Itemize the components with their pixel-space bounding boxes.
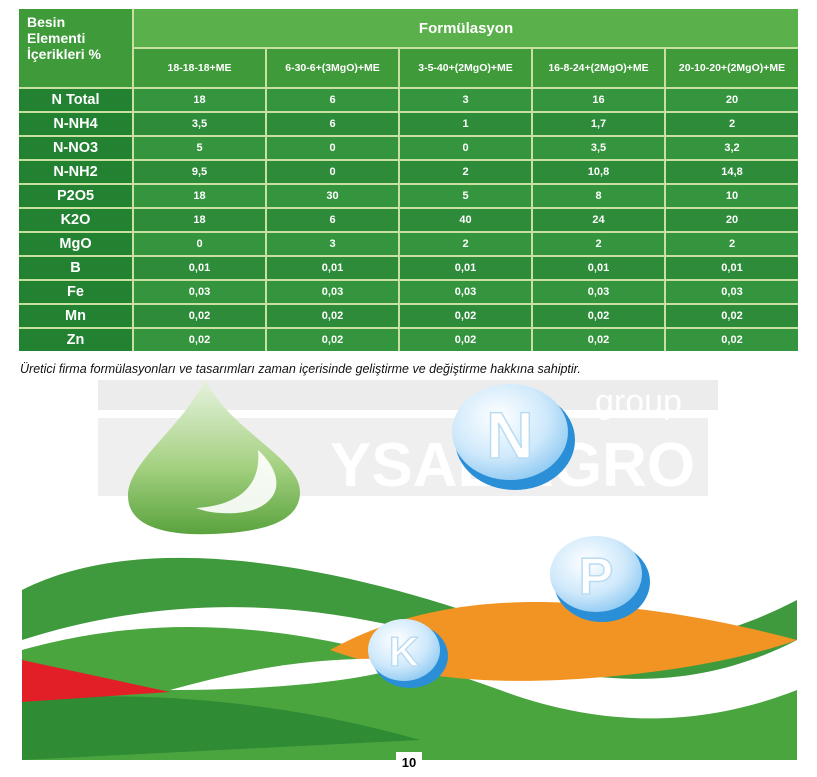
table-row: N Total 18 6 3 16 20 bbox=[19, 87, 799, 112]
formulation-table: Besin Elementi İçerikleri % Formülasyon … bbox=[19, 9, 799, 351]
row-header-label: Besin Elementi İçerikleri % bbox=[19, 9, 134, 88]
table-row: Mn 0,02 0,02 0,02 0,02 0,02 bbox=[19, 303, 799, 328]
nutrient-label: N-NO3 bbox=[19, 135, 133, 160]
n-badge-letter: N bbox=[486, 398, 534, 472]
droplet-icon bbox=[128, 380, 300, 535]
table-cell: 10,8 bbox=[531, 159, 665, 184]
table-cell: 0 bbox=[265, 159, 399, 184]
table-cell: 16 bbox=[531, 87, 665, 112]
table-cell: 2 bbox=[398, 159, 532, 184]
table-cell: 6 bbox=[265, 111, 399, 136]
column-header: 18-18-18+ME bbox=[133, 48, 266, 88]
table-cell: 5 bbox=[398, 183, 532, 208]
table-cell: 0,02 bbox=[132, 327, 266, 351]
table-cell: 24 bbox=[531, 207, 665, 232]
table-cell: 40 bbox=[398, 207, 532, 232]
table-cell: 0,01 bbox=[398, 255, 532, 280]
table-row: N-NH2 9,5 0 2 10,8 14,8 bbox=[19, 159, 799, 184]
k-badge-icon: K bbox=[368, 619, 448, 688]
table-cell: 18 bbox=[132, 87, 266, 112]
formulation-title: Formülasyon bbox=[133, 9, 799, 49]
column-header: 3-5-40+(2MgO)+ME bbox=[398, 48, 532, 88]
table-cell: 0,02 bbox=[531, 327, 665, 351]
table-cell: 2 bbox=[663, 231, 799, 256]
table-cell: 14,8 bbox=[663, 159, 799, 184]
nutrient-label: K2O bbox=[19, 207, 133, 232]
table-cell: 2 bbox=[663, 111, 799, 136]
nutrient-label: B bbox=[19, 255, 133, 280]
nutrient-label: N-NH4 bbox=[19, 111, 133, 136]
table-cell: 2 bbox=[531, 231, 665, 256]
table-row: MgO 0 3 2 2 2 bbox=[19, 231, 799, 256]
table-cell: 0,02 bbox=[398, 327, 532, 351]
table-cell: 6 bbox=[265, 207, 399, 232]
column-header: 20-10-20+(2MgO)+ME bbox=[663, 48, 799, 88]
column-header: 6-30-6+(3MgO)+ME bbox=[265, 48, 399, 88]
table-cell: 0,03 bbox=[265, 279, 399, 304]
table-cell: 5 bbox=[132, 135, 266, 160]
nutrient-label: Mn bbox=[19, 303, 133, 328]
table-cell: 0,02 bbox=[265, 303, 399, 328]
table-cell: 0,02 bbox=[531, 303, 665, 328]
column-header: 16-8-24+(2MgO)+ME bbox=[531, 48, 665, 88]
table-cell: 20 bbox=[663, 207, 799, 232]
nutrient-label: Fe bbox=[19, 279, 133, 304]
table-row: Zn 0,02 0,02 0,02 0,02 0,02 bbox=[19, 327, 799, 351]
watermark: group YSAL AGRO bbox=[98, 380, 718, 500]
table-cell: 18 bbox=[132, 183, 266, 208]
table-cell: 10 bbox=[663, 183, 799, 208]
table-cell: 0 bbox=[398, 135, 532, 160]
table-row: Fe 0,03 0,03 0,03 0,03 0,03 bbox=[19, 279, 799, 304]
p-badge-letter: P bbox=[579, 548, 614, 606]
table-cell: 0,03 bbox=[663, 279, 799, 304]
nutrient-label: Zn bbox=[19, 327, 133, 351]
table-cell: 9,5 bbox=[132, 159, 266, 184]
table-cell: 3,2 bbox=[663, 135, 799, 160]
table-cell: 3,5 bbox=[132, 111, 266, 136]
table-cell: 20 bbox=[663, 87, 799, 112]
table-row: P2O5 18 30 5 8 10 bbox=[19, 183, 799, 208]
table-cell: 0,01 bbox=[531, 255, 665, 280]
table-cell: 0,03 bbox=[398, 279, 532, 304]
table-cell: 2 bbox=[398, 231, 532, 256]
table-cell: 0,02 bbox=[265, 327, 399, 351]
table-cell: 0,01 bbox=[132, 255, 266, 280]
table-cell: 6 bbox=[265, 87, 399, 112]
watermark-line2: YSAL AGRO bbox=[330, 431, 695, 500]
table-cell: 0,02 bbox=[132, 303, 266, 328]
disclaimer-note: Üretici firma formülasyonları ve tasarım… bbox=[20, 362, 581, 376]
p-badge-icon: P bbox=[550, 536, 650, 622]
nutrient-label: N-NH2 bbox=[19, 159, 133, 184]
table-cell: 0,02 bbox=[663, 327, 799, 351]
table-cell: 3,5 bbox=[531, 135, 665, 160]
table-row: B 0,01 0,01 0,01 0,01 0,01 bbox=[19, 255, 799, 280]
table-row: N-NO3 5 0 0 3,5 3,2 bbox=[19, 135, 799, 160]
table-cell: 1 bbox=[398, 111, 532, 136]
table-cell: 0 bbox=[265, 135, 399, 160]
k-badge-letter: K bbox=[389, 628, 419, 675]
nutrient-label: N Total bbox=[19, 87, 133, 112]
table-cell: 3 bbox=[265, 231, 399, 256]
table-cell: 0,02 bbox=[398, 303, 532, 328]
table-row: N-NH4 3,5 6 1 1,7 2 bbox=[19, 111, 799, 136]
table-cell: 0,01 bbox=[265, 255, 399, 280]
table-cell: 0 bbox=[132, 231, 266, 256]
table-cell: 0,02 bbox=[663, 303, 799, 328]
table-cell: 0,03 bbox=[531, 279, 665, 304]
table-row: K2O 18 6 40 24 20 bbox=[19, 207, 799, 232]
table-cell: 0,03 bbox=[132, 279, 266, 304]
n-badge-icon: N bbox=[452, 384, 575, 490]
table-cell: 0,01 bbox=[663, 255, 799, 280]
table-cell: 18 bbox=[132, 207, 266, 232]
watermark-line1: group bbox=[595, 383, 682, 421]
table-cell: 8 bbox=[531, 183, 665, 208]
table-cell: 1,7 bbox=[531, 111, 665, 136]
table-cell: 3 bbox=[398, 87, 532, 112]
nutrient-label: MgO bbox=[19, 231, 133, 256]
table-cell: 30 bbox=[265, 183, 399, 208]
page-number: 10 bbox=[396, 752, 422, 774]
nutrient-label: P2O5 bbox=[19, 183, 133, 208]
